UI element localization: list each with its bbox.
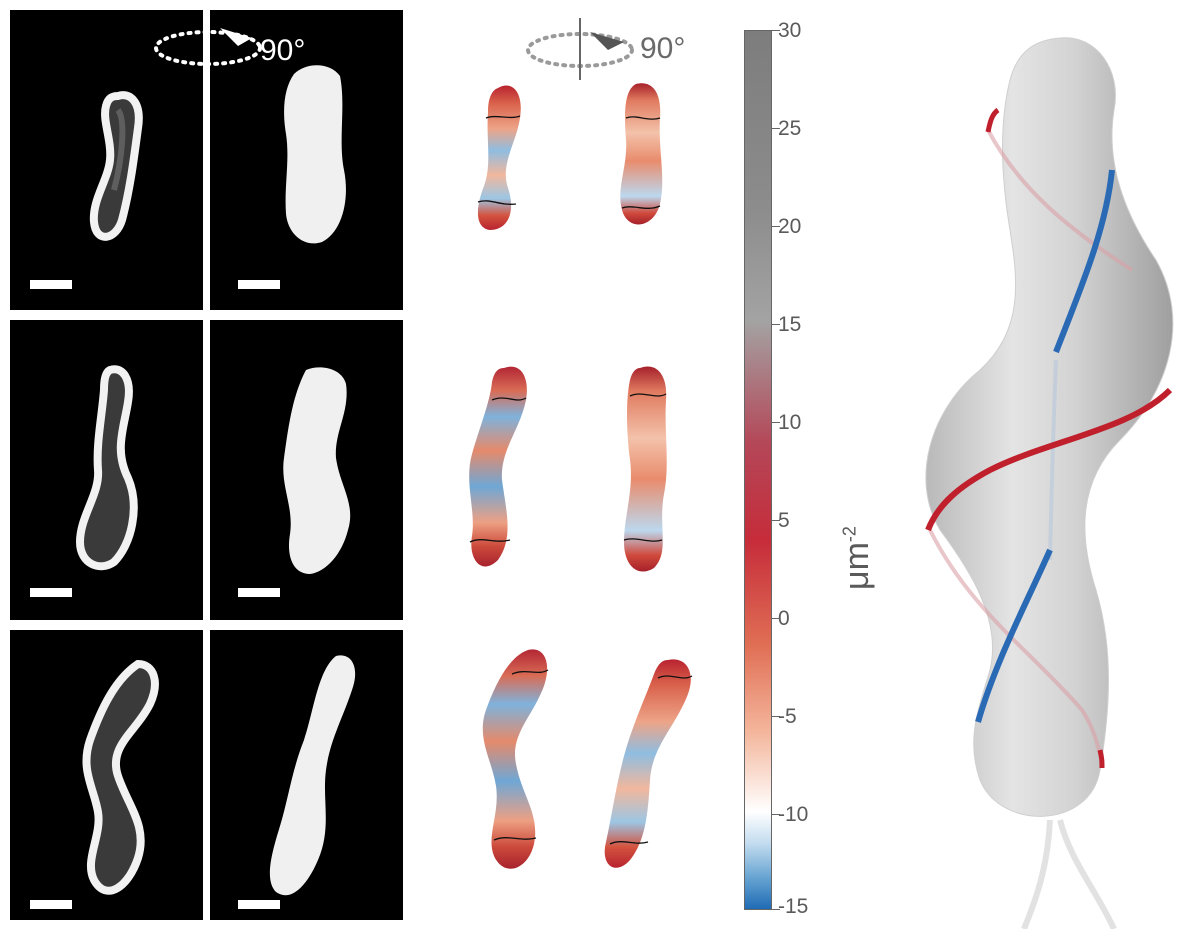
scale-bar bbox=[238, 280, 280, 289]
scale-bar bbox=[238, 588, 280, 597]
helical-cell-model bbox=[925, 37, 1174, 929]
colorbar: 30 25 20 15 10 5 0 -5 -10 -15 μm-2 bbox=[744, 20, 876, 917]
colorbar-tick-label: 10 bbox=[778, 411, 802, 434]
colorbar-unit-label: μm-2 bbox=[838, 526, 876, 590]
rotation-label-middle: 90° bbox=[640, 32, 686, 65]
colorbar-tick-label: -5 bbox=[778, 705, 797, 728]
colorbar-tick-label: -15 bbox=[778, 895, 809, 918]
scale-bar bbox=[30, 588, 72, 597]
colorbar-tick-label: 0 bbox=[778, 607, 790, 630]
colorbar-tick-label: 30 bbox=[778, 19, 802, 42]
colorbar-tick-label: 25 bbox=[778, 117, 802, 140]
curvature-maps bbox=[469, 83, 693, 869]
scale-bar bbox=[30, 280, 72, 289]
scale-bar bbox=[238, 900, 280, 909]
colorbar-tick-label: -10 bbox=[778, 803, 809, 826]
micrograph-row2-view2 bbox=[210, 320, 403, 620]
scale-bar bbox=[30, 900, 72, 909]
colorbar-gradient bbox=[744, 30, 772, 910]
rotation-axis-icon bbox=[526, 18, 634, 80]
micrograph-row3-view2 bbox=[210, 630, 403, 920]
rotation-label-left: 90° bbox=[260, 34, 306, 67]
colorbar-tick-label: 20 bbox=[778, 215, 802, 238]
colorbar-tick-label: 5 bbox=[778, 509, 790, 532]
micrograph-row3-view1 bbox=[10, 630, 203, 920]
micrograph-row2-view1 bbox=[10, 320, 203, 620]
rotation-icon bbox=[154, 28, 262, 66]
colorbar-tick-label: 15 bbox=[778, 313, 802, 336]
